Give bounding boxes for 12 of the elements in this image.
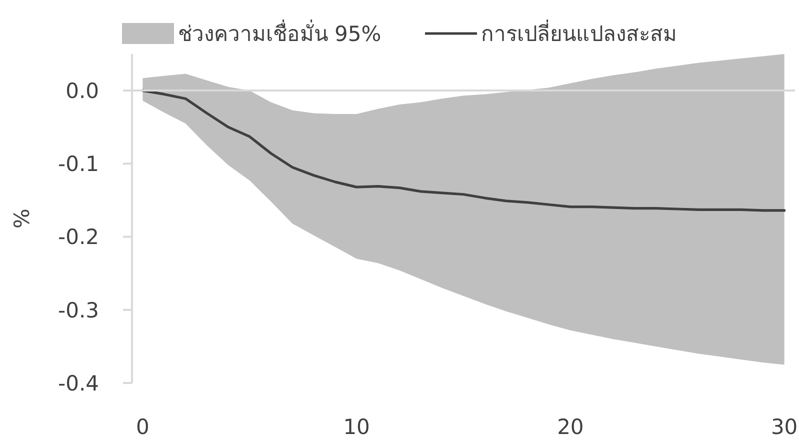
y-tick-label: 0.0 — [66, 79, 99, 104]
x-tick-label: 10 — [343, 414, 370, 439]
y-tick-label: -0.4 — [58, 371, 99, 396]
y-tick-label: -0.2 — [58, 225, 99, 250]
x-tick-label: 30 — [770, 414, 798, 439]
y-tick-label: -0.3 — [58, 298, 99, 322]
legend-label: การเปลี่ยนแปลงสะสม — [481, 18, 678, 48]
x-tick-label: 0 — [136, 414, 150, 439]
y-tick-label: -0.1 — [58, 152, 99, 176]
x-tick-label: 20 — [557, 414, 584, 439]
legend-label: ช่วงความเชื่อมั่น 95% — [178, 18, 382, 48]
y-axis-title: % — [10, 208, 34, 228]
